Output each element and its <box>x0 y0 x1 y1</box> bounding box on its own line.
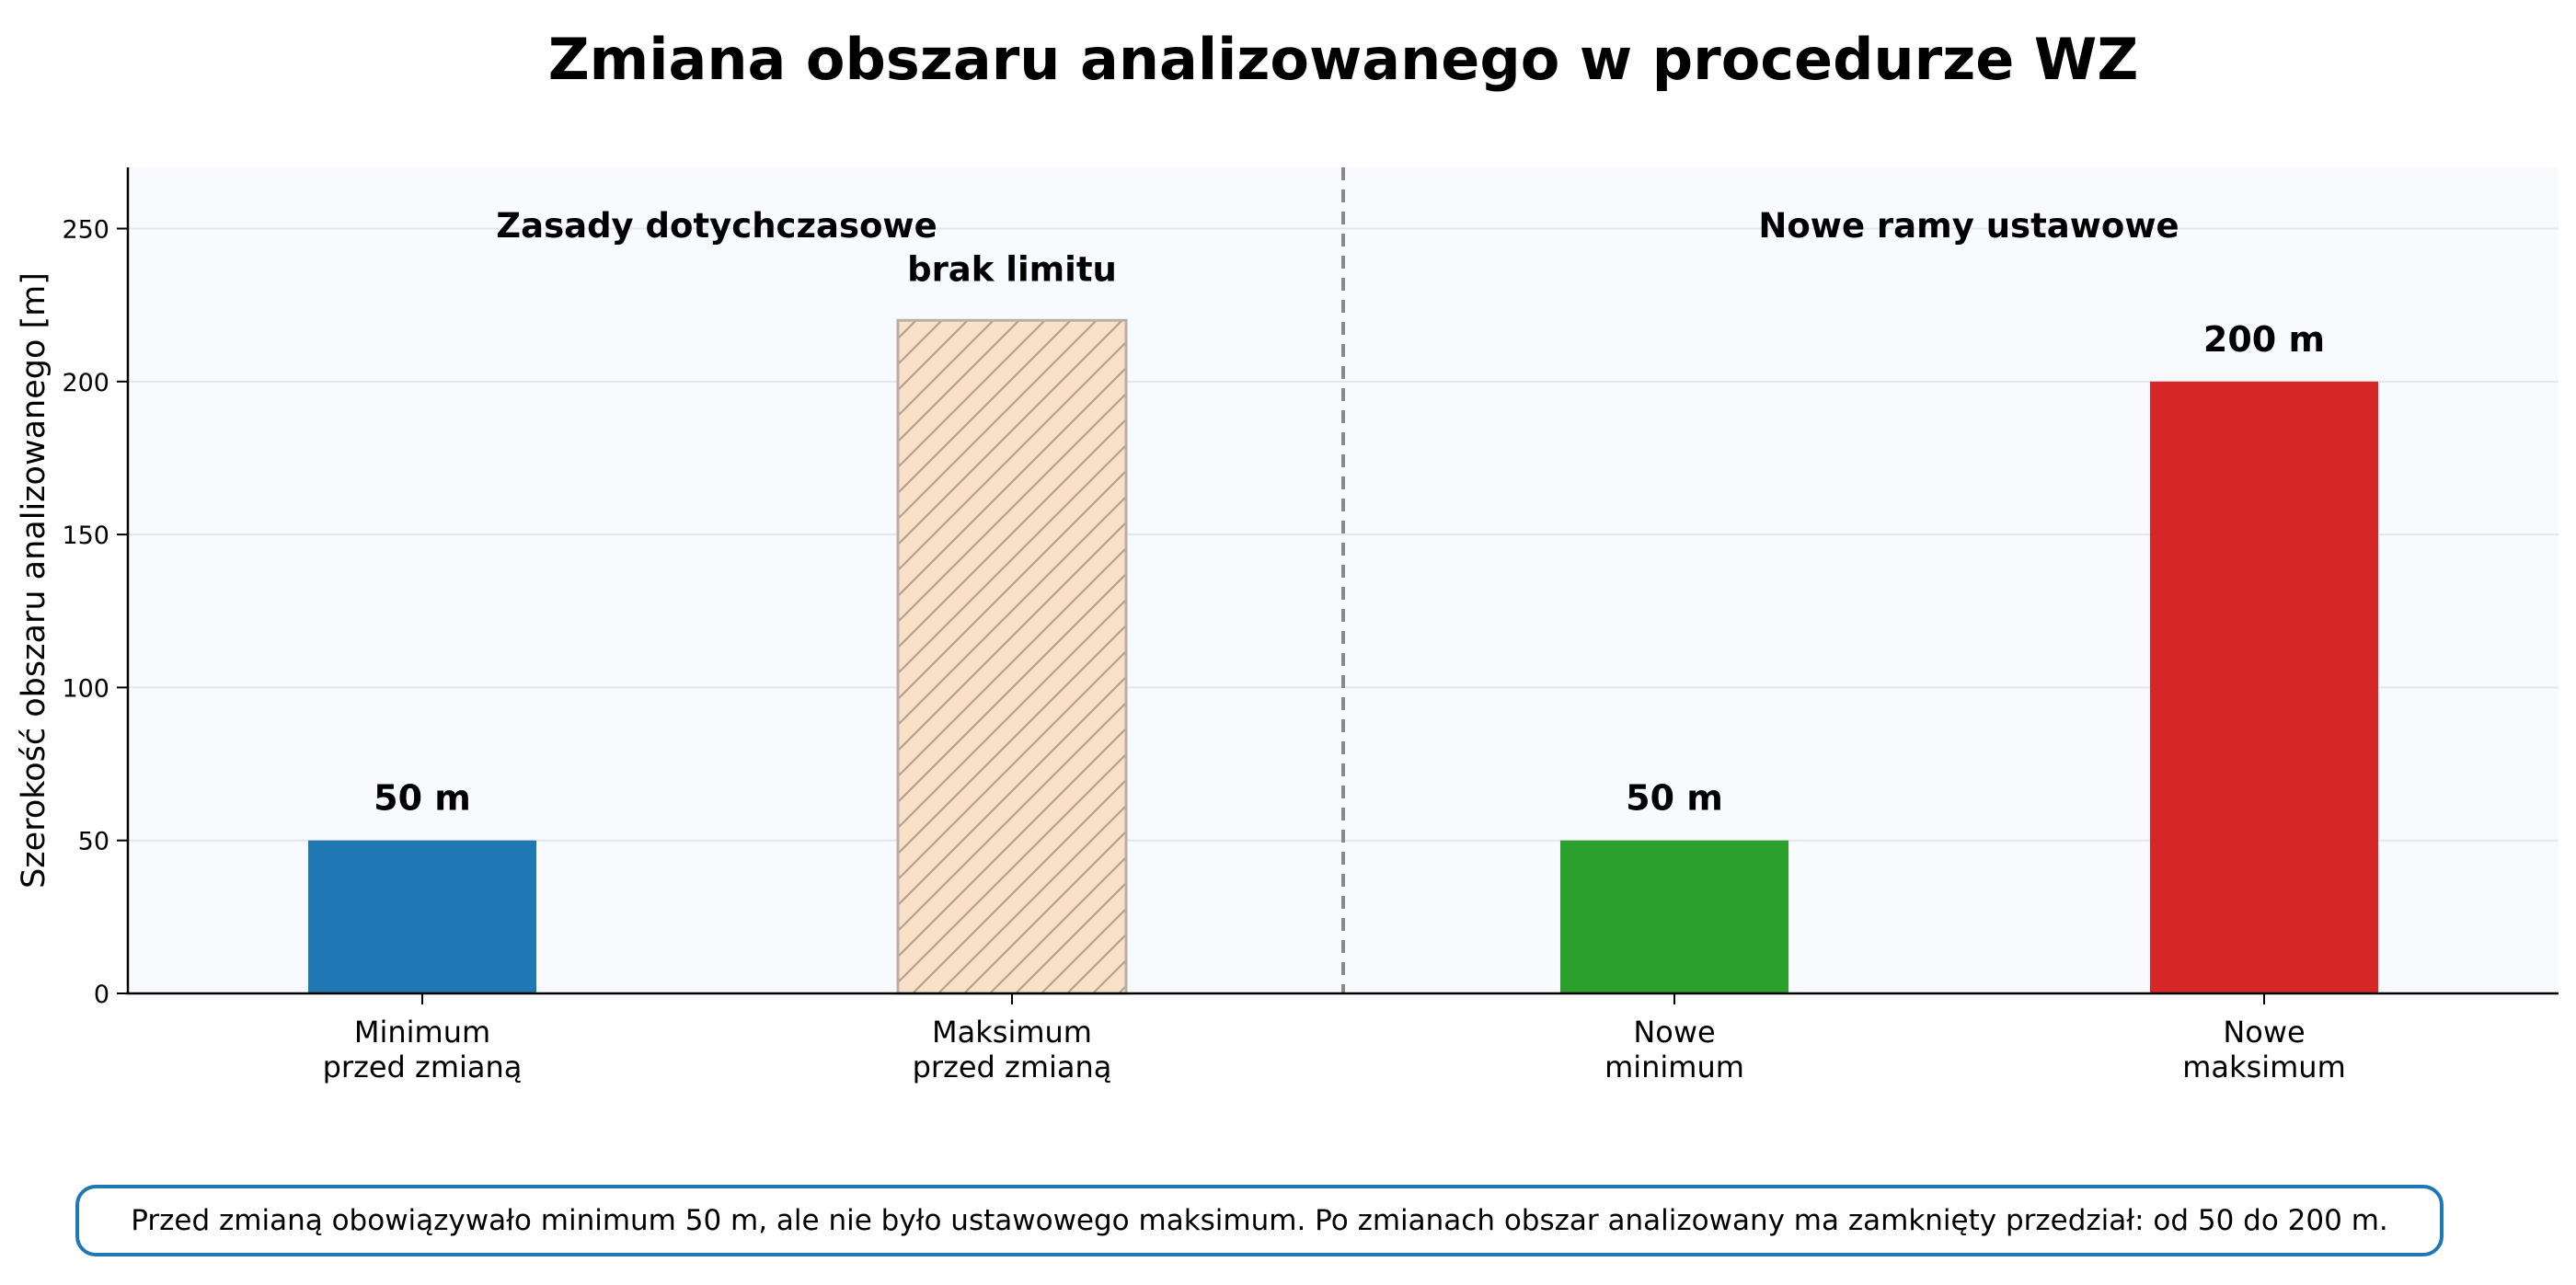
y-axis-label: Szerokość obszaru analizowanego [m] <box>16 272 52 889</box>
bars <box>308 318 2378 995</box>
value-label: brak limitu <box>907 249 1117 289</box>
x-tick-label: Maksimum <box>932 1015 1092 1050</box>
bar-4 <box>2150 381 2378 993</box>
y-tick-label: 50 <box>78 828 109 856</box>
y-tick-label: 0 <box>94 981 109 1009</box>
x-tick-label: minimum <box>1604 1050 1744 1084</box>
y-tick-label: 150 <box>62 522 109 550</box>
y-tick-label: 250 <box>62 216 109 245</box>
summary-note: Przed zmianą obowiązywało minimum 50 m, … <box>75 1185 2444 1256</box>
chart-title: Zmiana obszaru analizowanego w procedurz… <box>547 26 2139 93</box>
x-tick-label: przed zmianą <box>913 1050 1112 1084</box>
summary-note-text: Przed zmianą obowiązywało minimum 50 m, … <box>131 1204 2388 1237</box>
x-tick-label: Nowe <box>1633 1015 1715 1050</box>
value-labels: 50 m brak limitu 50 m 200 m <box>374 249 2325 818</box>
y-tick-label: 100 <box>62 674 109 703</box>
bar-2 <box>896 318 1128 995</box>
group-label-right: Nowe ramy ustawowe <box>1758 206 2179 246</box>
bar-1 <box>308 840 536 993</box>
x-tick-label: Minimum <box>354 1015 490 1050</box>
x-tick-label: przed zmianą <box>323 1050 523 1084</box>
value-label: 50 m <box>1626 778 1723 819</box>
value-label: 50 m <box>374 778 471 819</box>
value-label: 200 m <box>2203 319 2325 360</box>
group-label-left: Zasady dotychczasowe <box>496 206 937 246</box>
y-tick-label: 200 <box>62 369 109 397</box>
y-ticks: 0 50 100 150 200 250 <box>62 216 128 1009</box>
x-tick-label: maksimum <box>2182 1050 2346 1084</box>
x-tick-label: Nowe <box>2223 1015 2305 1050</box>
bar-3 <box>1560 840 1788 993</box>
